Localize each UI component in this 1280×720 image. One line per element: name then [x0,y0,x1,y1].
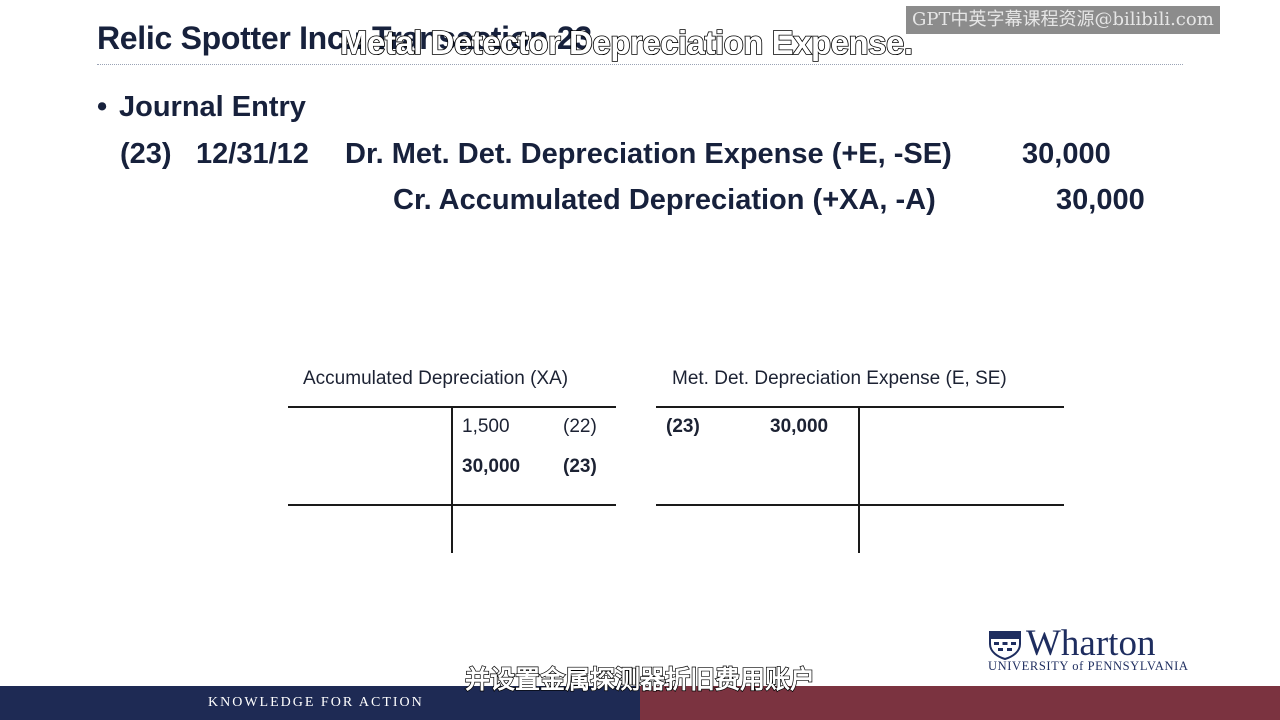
chinese-caption: 并设置金属探测器折旧费用账户 [464,664,815,694]
t-account-balance-line [288,504,616,506]
t-entry-ref: (23) [666,416,700,437]
je-credit-amount: 30,000 [1056,184,1145,216]
footer-tagline: KNOWLEDGE FOR ACTION [208,695,424,710]
t-entry-ref: (23) [563,456,597,477]
je-debit-amount: 30,000 [1022,138,1111,170]
title-divider [97,64,1183,65]
t-account-center-line [451,407,453,553]
bullet-label: Journal Entry [119,91,306,123]
t-account-title: Accumulated Depreciation (XA) [303,368,569,389]
je-date: 12/31/12 [196,138,309,170]
wharton-wordmark: Wharton [1026,623,1156,664]
footer-bar-left: KNOWLEDGE FOR ACTION [0,686,640,720]
t-entry-amount: 1,500 [462,416,510,437]
bullet-journal-entry: • Journal Entry [97,91,306,124]
je-debit-account: Dr. Met. Det. Depreciation Expense (+E, … [345,138,952,170]
university-subtitle: UNIVERSITY of PENNSYLVANIA [988,659,1189,673]
je-number: (23) [120,138,172,170]
english-caption: Metal Detector Depreciation Expense. [339,23,914,62]
t-entry-ref: (22) [563,416,597,437]
t-account-center-line [858,407,860,553]
wharton-logo: Wharton UNIVERSITY of PENNSYLVANIA [988,623,1192,674]
t-entry-amount: 30,000 [770,416,829,437]
t-entry-amount: 30,000 [462,456,521,477]
footer-bar-right [640,686,1280,720]
slide-title: Relic Spotter Inc.: Transaction 23 [97,20,592,56]
je-credit-account: Cr. Accumulated Depreciation (+XA, -A) [393,184,936,216]
watermark: GPT中英字幕课程资源@bilibili.com [906,6,1220,34]
t-account-title: Met. Det. Depreciation Expense (E, SE) [672,368,1007,389]
wharton-shield-icon [989,631,1021,660]
bullet-dot-icon: • [97,91,108,123]
t-account-top-line [656,406,1064,408]
t-account-balance-line [656,504,1064,506]
